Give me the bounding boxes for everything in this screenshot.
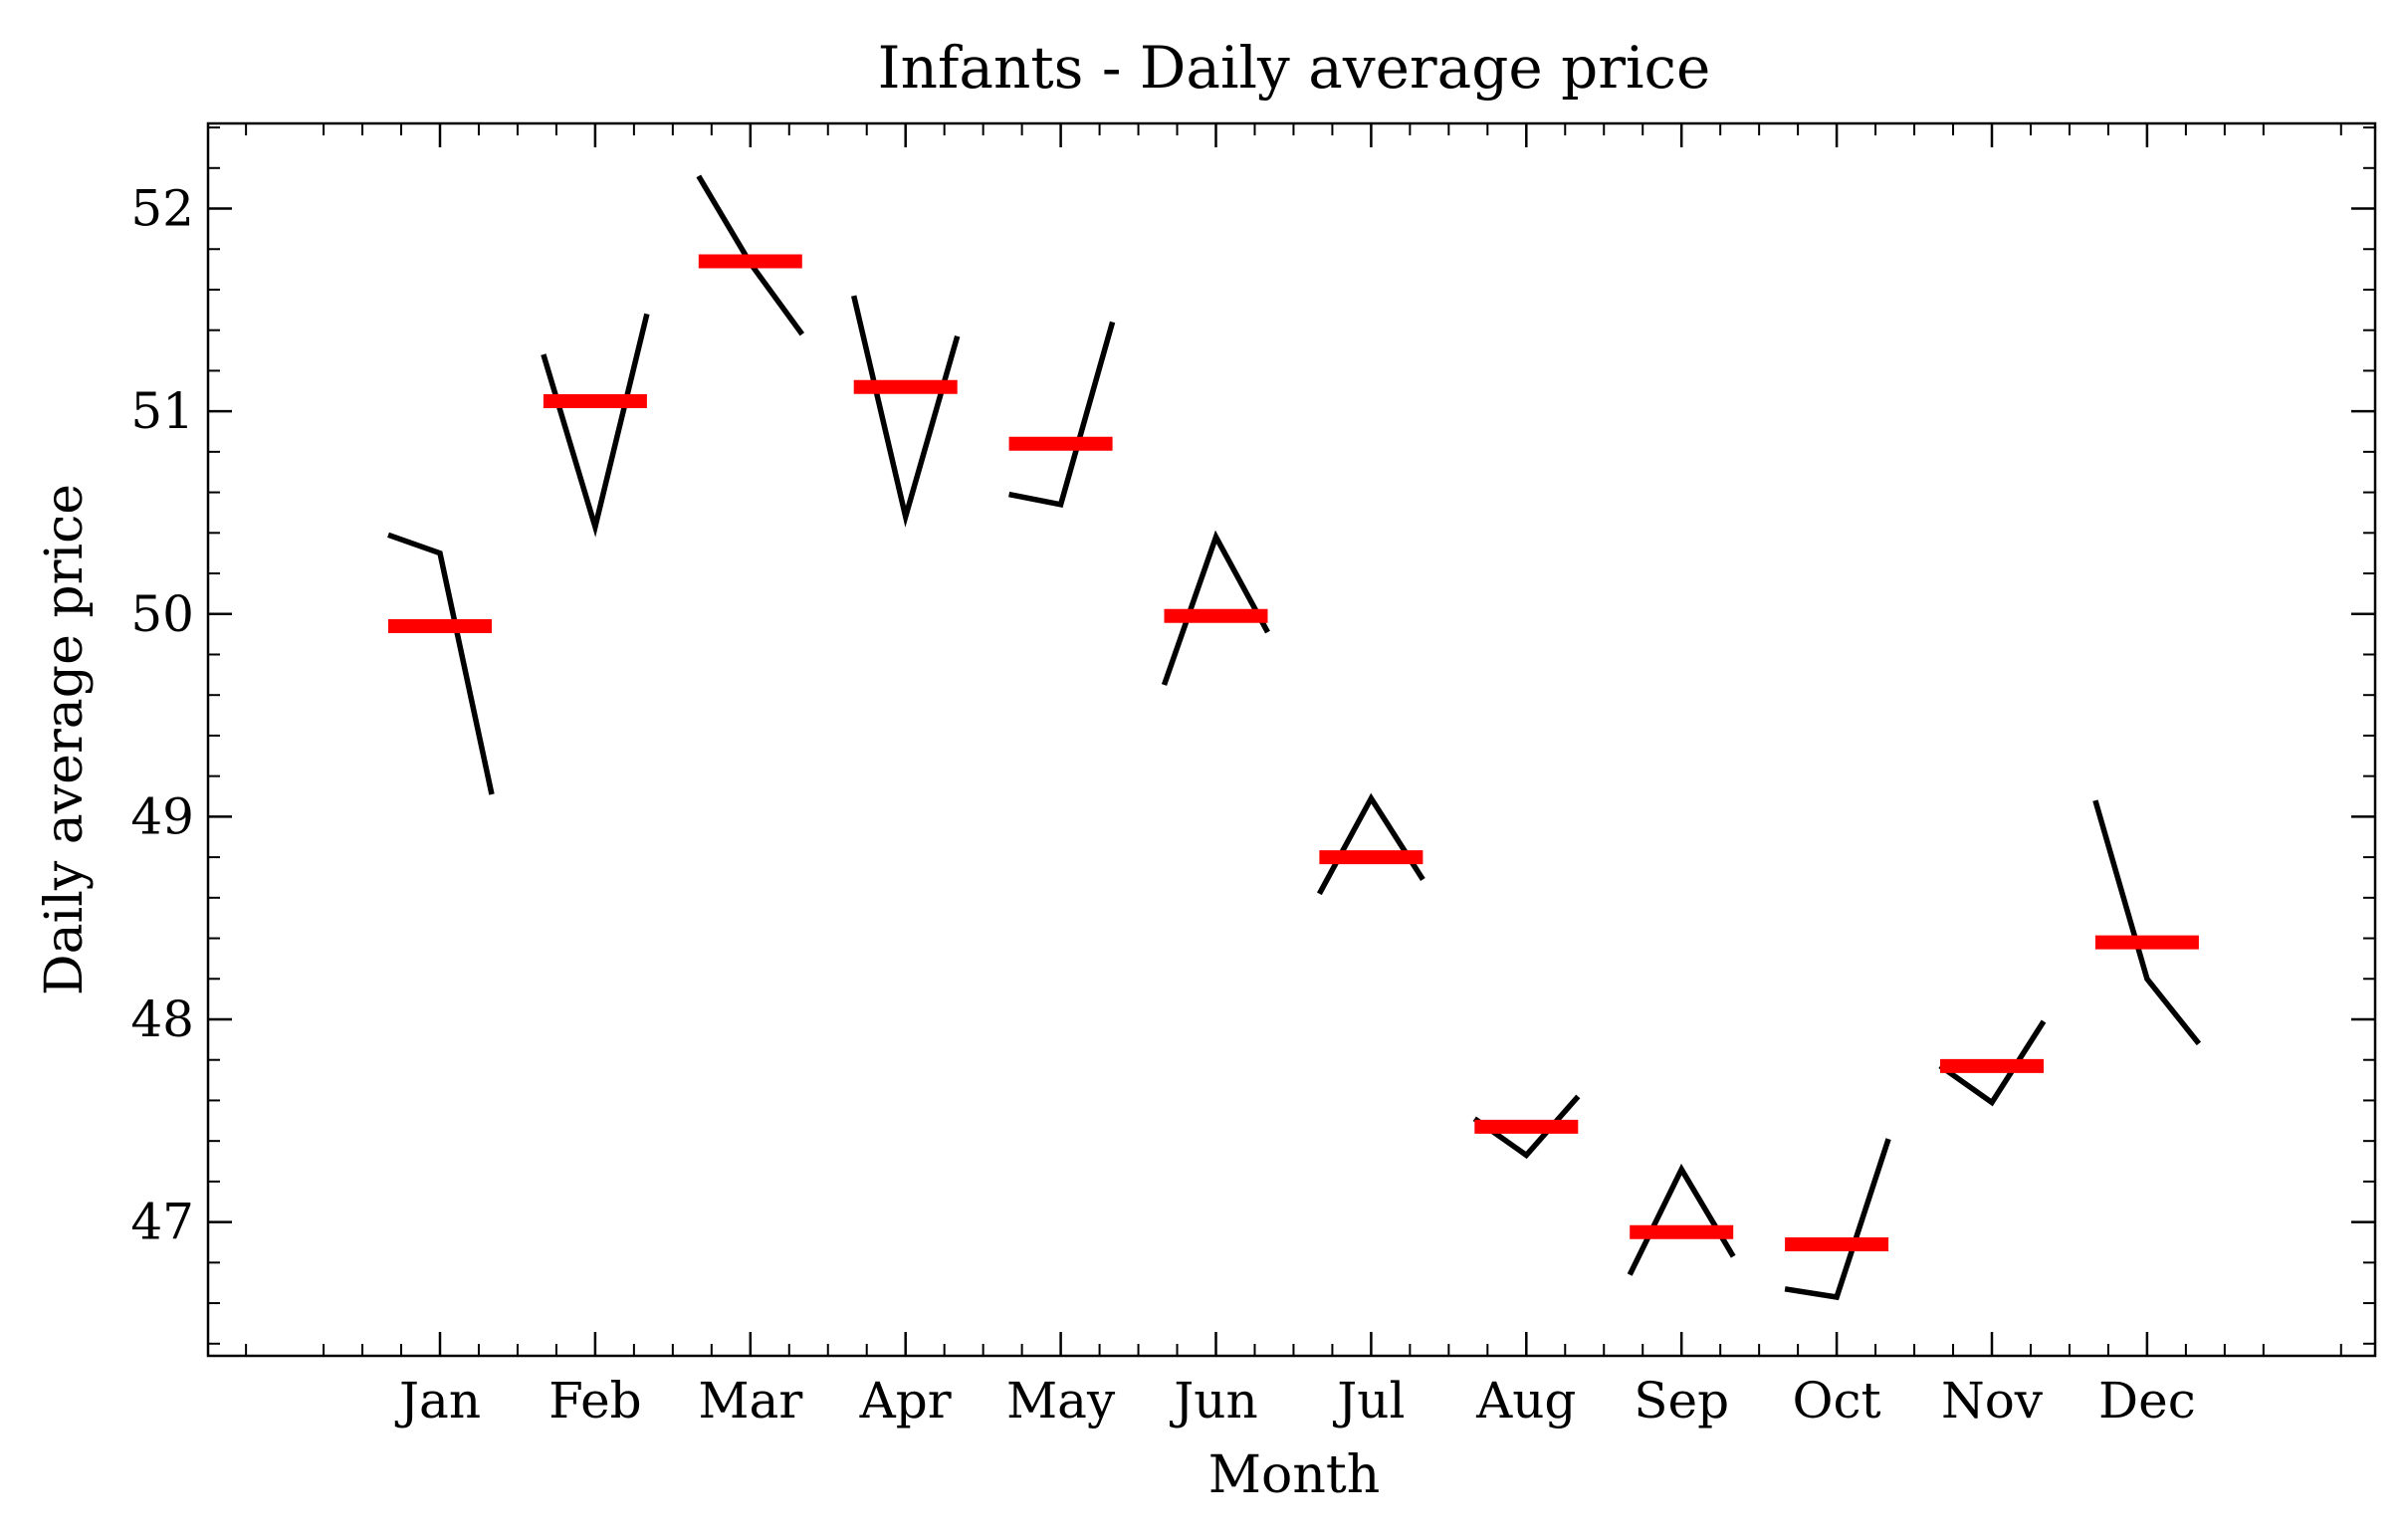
x-axis-label: Month bbox=[1208, 1445, 1380, 1505]
x-tick-label-apr: Apr bbox=[859, 1372, 952, 1430]
y-tick-label-51: 51 bbox=[130, 382, 194, 440]
subseries-line-oct bbox=[1784, 1138, 1891, 1301]
y-tick-label-50: 50 bbox=[130, 585, 194, 643]
x-tick-label-feb: Feb bbox=[548, 1372, 642, 1430]
subseries-line-feb bbox=[541, 313, 650, 538]
subseries-line-jul bbox=[1316, 792, 1425, 896]
x-tick-label-sep: Sep bbox=[1634, 1372, 1729, 1430]
monthly-mean-markers bbox=[388, 254, 2199, 1252]
x-tick-label-nov: Nov bbox=[1941, 1372, 2044, 1430]
subseries-line-nov bbox=[1938, 1019, 2047, 1107]
x-tick-label-jul: Jul bbox=[1332, 1372, 1405, 1430]
y-tick-label-49: 49 bbox=[130, 787, 194, 845]
y-axis-label: Daily average price bbox=[35, 484, 95, 995]
subseries-line-dec bbox=[2092, 799, 2202, 1046]
x-tick-label-jun: Jun bbox=[1169, 1372, 1257, 1430]
x-tick-label-may: May bbox=[1006, 1372, 1116, 1430]
y-tick-label-52: 52 bbox=[130, 180, 194, 238]
subseries-lines bbox=[387, 174, 2202, 1301]
x-axis: Jan Feb Mar Apr May Jun Jul Aug Sep Oct Nov Dec bbox=[394, 123, 2196, 1430]
y-tick-label-47: 47 bbox=[130, 1194, 194, 1251]
x-tick-label-jan: Jan bbox=[394, 1372, 481, 1430]
subseries-line-apr bbox=[851, 295, 961, 528]
x-minor-ticks bbox=[245, 123, 2342, 1356]
y-tick-label-48: 48 bbox=[130, 990, 194, 1048]
y-axis: 47 48 49 50 51 52 bbox=[130, 180, 2375, 1251]
x-tick-label-oct: Oct bbox=[1793, 1372, 1881, 1430]
subseries-line-jan bbox=[387, 532, 495, 795]
plot-area bbox=[206, 121, 2377, 1358]
x-tick-label-aug: Aug bbox=[1475, 1372, 1576, 1430]
chart-title: Infants - Daily average price bbox=[878, 34, 1711, 102]
x-tick-label-mar: Mar bbox=[698, 1372, 802, 1430]
subseries-line-sep bbox=[1627, 1163, 1736, 1276]
subseries-line-may bbox=[1008, 321, 1116, 508]
x-tick-label-dec: Dec bbox=[2098, 1372, 2196, 1430]
y-minor-ticks bbox=[208, 126, 2375, 1345]
subseries-line-jun bbox=[1161, 530, 1270, 686]
